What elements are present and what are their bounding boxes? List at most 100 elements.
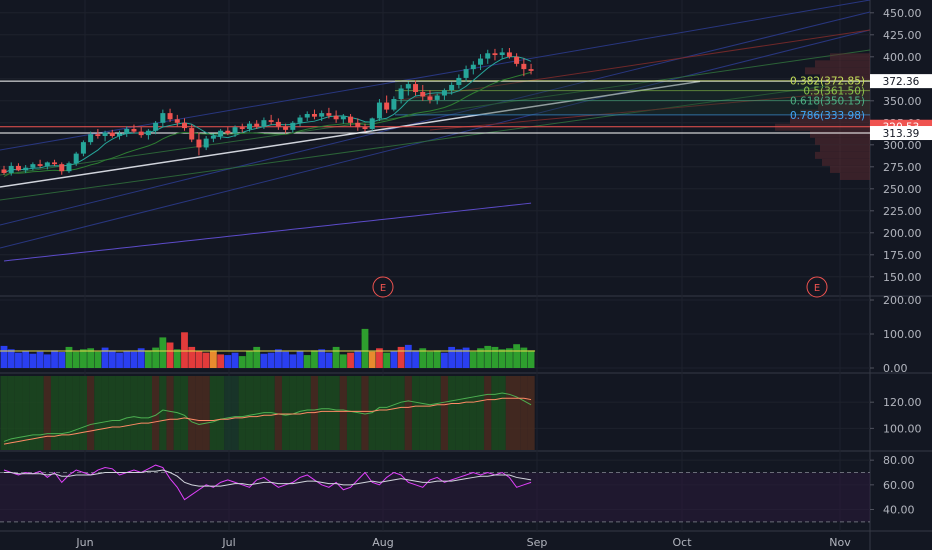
volume-bar[interactable] <box>361 328 369 368</box>
volume-bar[interactable] <box>491 346 499 368</box>
volume-bar[interactable] <box>36 351 44 368</box>
oscillator-pane[interactable] <box>0 376 535 450</box>
candle-body[interactable] <box>66 163 72 172</box>
volume-bar[interactable] <box>152 347 160 368</box>
candle-body[interactable] <box>499 52 505 56</box>
candle-body[interactable] <box>174 119 180 123</box>
volume-bar[interactable] <box>267 352 275 368</box>
candle-body[interactable] <box>355 122 361 128</box>
candle-body[interactable] <box>8 165 14 173</box>
volume-bar[interactable] <box>426 351 434 368</box>
volume-bar[interactable] <box>462 347 470 368</box>
volume-bar[interactable] <box>7 349 15 368</box>
candle-body[interactable] <box>506 52 512 57</box>
volume-bar[interactable] <box>253 346 261 368</box>
candle-body[interactable] <box>80 142 86 154</box>
candle-body[interactable] <box>167 113 173 120</box>
earnings-marker-aug[interactable]: E <box>372 276 394 298</box>
volume-bar[interactable] <box>527 350 535 368</box>
volume-bar[interactable] <box>404 344 412 368</box>
candle-body[interactable] <box>391 99 397 110</box>
candle-body[interactable] <box>413 84 419 92</box>
earnings-marker-circle[interactable] <box>372 276 394 298</box>
candle-body[interactable] <box>160 113 166 123</box>
volume-bar[interactable] <box>195 351 203 368</box>
candle-body[interactable] <box>449 84 455 91</box>
volume-bar[interactable] <box>513 344 521 368</box>
volume-bar[interactable] <box>137 348 145 368</box>
candle-body[interactable] <box>470 64 476 70</box>
candle-body[interactable] <box>225 130 231 134</box>
candle-body[interactable] <box>434 95 440 100</box>
volume-bar[interactable] <box>22 351 30 368</box>
candle-body[interactable] <box>52 162 58 165</box>
volume-bar[interactable] <box>116 352 123 368</box>
candle-body[interactable] <box>297 117 303 123</box>
volume-bar[interactable] <box>188 346 196 368</box>
volume-bar[interactable] <box>332 346 340 368</box>
candle-body[interactable] <box>384 102 390 110</box>
volume-bar[interactable] <box>303 355 311 368</box>
volume-bar[interactable] <box>145 350 152 368</box>
candle-body[interactable] <box>109 132 115 136</box>
volume-bar[interactable] <box>325 352 333 368</box>
candle-body[interactable] <box>420 92 426 97</box>
volume-bar[interactable] <box>80 349 87 368</box>
candle-body[interactable] <box>333 115 339 120</box>
price-pane[interactable] <box>1 48 534 177</box>
volume-bar[interactable] <box>0 345 8 368</box>
candle-body[interactable] <box>182 122 187 129</box>
volume-bar[interactable] <box>51 350 58 368</box>
volume-bar[interactable] <box>274 349 282 368</box>
volume-bar[interactable] <box>224 355 232 368</box>
volume-bar[interactable] <box>231 352 239 368</box>
candle-body[interactable] <box>73 153 79 164</box>
volume-bar[interactable] <box>506 348 513 368</box>
volume-bar[interactable] <box>376 348 383 368</box>
candle-body[interactable] <box>478 58 484 65</box>
earnings-marker-circle[interactable] <box>806 276 828 298</box>
volume-bar[interactable] <box>166 342 174 369</box>
candle-body[interactable] <box>369 118 375 129</box>
candle-body[interactable] <box>124 128 130 134</box>
volume-bar[interactable] <box>318 349 326 368</box>
candle-body[interactable] <box>456 77 462 85</box>
candle-body[interactable] <box>23 167 29 171</box>
candle-body[interactable] <box>145 130 151 136</box>
volume-bar[interactable] <box>311 350 318 368</box>
candle-body[interactable] <box>59 164 65 172</box>
volume-bar[interactable] <box>108 350 116 368</box>
candle-body[interactable] <box>117 133 123 136</box>
volume-bar[interactable] <box>412 350 419 368</box>
volume-bar[interactable] <box>173 349 181 368</box>
volume-bar[interactable] <box>368 351 376 368</box>
candle-body[interactable] <box>138 131 144 136</box>
volume-bar[interactable] <box>383 352 391 368</box>
volume-bar[interactable] <box>289 354 297 368</box>
volume-bar[interactable] <box>347 352 354 368</box>
candle-body[interactable] <box>37 164 43 166</box>
candle-body[interactable] <box>30 164 36 168</box>
volume-bar[interactable] <box>43 354 51 368</box>
candle-body[interactable] <box>304 114 310 118</box>
volume-bar[interactable] <box>296 351 304 368</box>
volume-bar[interactable] <box>202 352 210 368</box>
candle-body[interactable] <box>254 123 260 127</box>
volume-bar[interactable] <box>339 354 347 368</box>
candle-body[interactable] <box>311 114 317 117</box>
candle-body[interactable] <box>275 121 281 127</box>
candle-body[interactable] <box>319 113 325 117</box>
volume-bar[interactable] <box>354 350 362 368</box>
candle-body[interactable] <box>283 126 289 130</box>
volume-bar[interactable] <box>94 351 102 368</box>
candle-body[interactable] <box>88 134 94 143</box>
candle-body[interactable] <box>398 88 404 100</box>
candle-body[interactable] <box>15 165 21 171</box>
volume-bar[interactable] <box>390 351 398 368</box>
candle-body[interactable] <box>427 96 433 100</box>
volume-bar[interactable] <box>260 353 268 368</box>
candle-body[interactable] <box>44 162 50 166</box>
candle-body[interactable] <box>95 134 101 136</box>
volume-pane[interactable] <box>0 328 536 369</box>
